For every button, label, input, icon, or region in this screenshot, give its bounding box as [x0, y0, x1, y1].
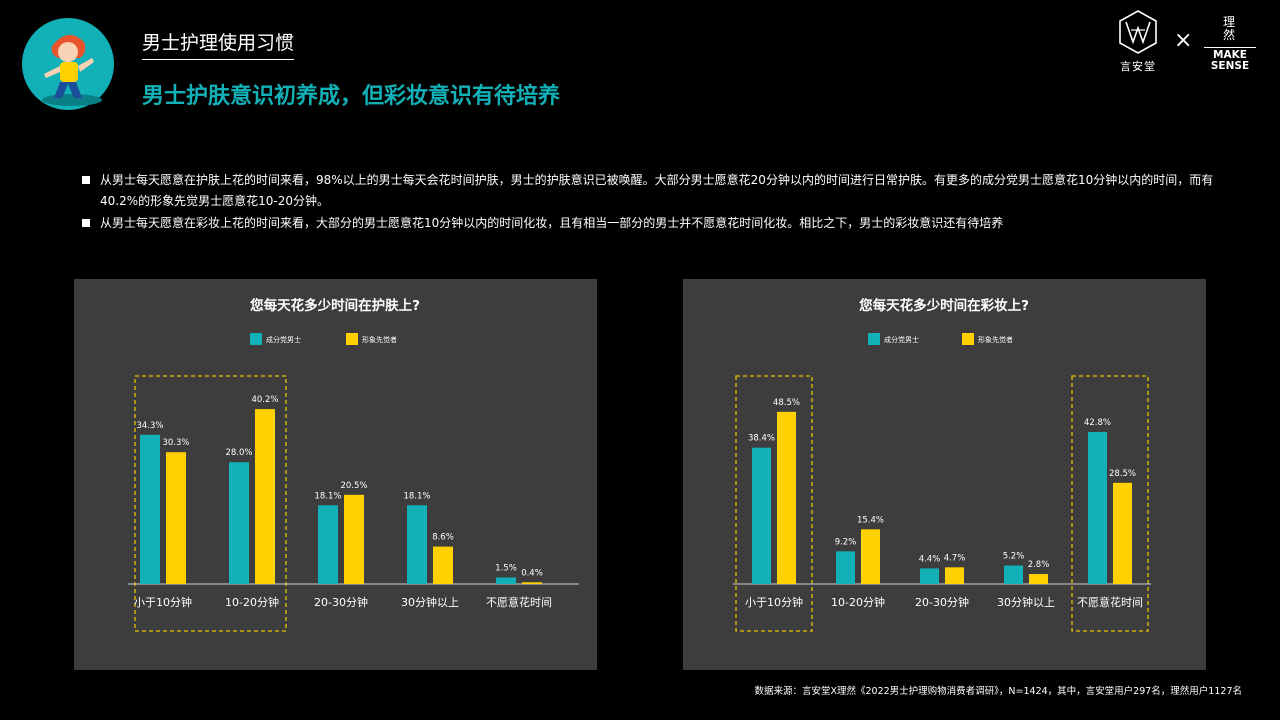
right-brand-en: MAKE SENSE: [1204, 50, 1256, 72]
right-brand-cn-line2: 然: [1222, 28, 1235, 42]
bar-series1: [836, 551, 855, 584]
bullet-item: 从男士每天愿意在护肤上花的时间来看，98%以上的男士每天会花时间护肤，男士的护肤…: [82, 170, 1222, 212]
data-label: 4.7%: [944, 553, 966, 563]
x-tick-label: 20-30分钟: [314, 595, 368, 609]
x-tick-label: 10-20分钟: [831, 595, 885, 609]
bar-series2: [945, 567, 964, 584]
data-label: 28.5%: [1109, 469, 1136, 479]
bar-series2: [166, 452, 186, 584]
data-label: 18.1%: [403, 491, 430, 501]
bullet-square-icon: [82, 219, 90, 227]
right-brand-en-line2: SENSE: [1210, 60, 1250, 72]
data-label: 18.1%: [314, 491, 341, 501]
data-label: 40.2%: [251, 395, 278, 405]
x-tick-label: 不愿意花时间: [486, 595, 552, 609]
bar-series1: [229, 462, 249, 584]
left-brand-name: 言安堂: [1120, 60, 1156, 73]
chart-title: 您每天花多少时间在彩妆上?: [859, 297, 1029, 314]
data-label: 30.3%: [162, 438, 189, 448]
x-tick-label: 小于10分钟: [134, 595, 192, 609]
data-label: 42.8%: [1084, 418, 1111, 428]
data-label: 0.4%: [521, 568, 543, 578]
legend-label: 成分党男士: [884, 335, 919, 344]
logo-divider: [1204, 47, 1256, 48]
partner-logos: 言安堂 × 理 然 MAKE SENSE: [1112, 10, 1262, 74]
right-brand-cn-line1: 理: [1222, 15, 1235, 29]
bar-series1: [140, 434, 160, 584]
bullet-text: 从男士每天愿意在彩妆上花的时间来看，大部分的男士愿意花10分钟以内的时间化妆，且…: [100, 216, 1004, 230]
bullet-list: 从男士每天愿意在护肤上花的时间来看，98%以上的男士每天会花时间护肤，男士的护肤…: [82, 170, 1222, 235]
bar-series1: [496, 577, 516, 584]
data-source-footnote: 数据来源：言安堂X理然《2022男士护理购物消费者调研》，N=1424，其中，言…: [754, 686, 1243, 697]
x-tick-label: 10-20分钟: [225, 595, 279, 609]
bar-series2: [1029, 574, 1048, 584]
data-label: 4.4%: [919, 554, 941, 564]
bar-series2: [777, 411, 796, 584]
data-label: 1.5%: [495, 563, 517, 573]
x-tick-label: 20-30分钟: [915, 595, 969, 609]
highlight-box: [735, 375, 813, 632]
legend-label: 形象先觉者: [978, 335, 1013, 344]
right-brand-en-line1: MAKE: [1213, 49, 1247, 61]
data-label: 8.6%: [432, 533, 454, 543]
bar-series1: [1004, 565, 1023, 584]
data-label: 5.2%: [1003, 552, 1025, 562]
legend-swatch: [868, 333, 880, 345]
legend-label: 成分党男士: [266, 335, 301, 344]
legend-swatch: [346, 333, 358, 345]
skincare-chart-panel: 您每天花多少时间在护肤上? 成分党男士 形象先觉者 34.3% 30.3% 小于10分钟 2…: [74, 279, 597, 670]
bar-series2: [344, 494, 364, 584]
chart-title: 您每天花多少时间在护肤上?: [250, 297, 420, 314]
yananhtang-logo-icon: [1119, 10, 1157, 54]
bullet-text: 从男士每天愿意在护肤上花的时间来看，98%以上的男士每天会花时间护肤，男士的护肤…: [100, 173, 1214, 208]
bar-series2: [861, 529, 880, 584]
makeup-time-chart: 您每天花多少时间在彩妆上? 成分党男士 形象先觉者 38.4% 48.5% 小于10分钟 9…: [733, 297, 1151, 632]
makeup-chart-panel: 您每天花多少时间在彩妆上? 成分党男士 形象先觉者 38.4% 48.5% 小于10分钟 9…: [683, 279, 1206, 670]
bar-series1: [752, 447, 771, 584]
bar-series1: [407, 505, 427, 584]
bar-series2: [433, 546, 453, 584]
x-tick-label: 小于10分钟: [745, 595, 803, 609]
cross-icon: ×: [1174, 28, 1193, 53]
x-tick-label: 30分钟以上: [401, 595, 459, 609]
section-title: 男士护理使用习惯: [142, 28, 295, 60]
bullet-square-icon: [82, 176, 90, 184]
right-brand-cn: 理 然: [1206, 16, 1252, 42]
legend-swatch: [962, 333, 974, 345]
data-label: 2.8%: [1028, 560, 1050, 570]
highlight-box: [1071, 375, 1149, 632]
data-label: 20.5%: [340, 481, 367, 491]
x-tick-label: 不愿意花时间: [1077, 595, 1143, 609]
page-headline: 男士护肤意识初养成，但彩妆意识有待培养: [142, 84, 561, 109]
data-label: 9.2%: [835, 537, 857, 547]
bar-series2: [522, 582, 542, 584]
data-label: 48.5%: [773, 398, 800, 408]
bar-series1: [1088, 432, 1107, 584]
legend-swatch: [250, 333, 262, 345]
bar-series1: [920, 568, 939, 584]
data-label: 38.4%: [748, 434, 775, 444]
avatar: [22, 18, 114, 110]
bar-series2: [255, 409, 275, 584]
bullet-item: 从男士每天愿意在彩妆上花的时间来看，大部分的男士愿意花10分钟以内的时间化妆，且…: [82, 213, 1222, 234]
data-label: 15.4%: [857, 515, 884, 525]
bar-series2: [1113, 482, 1132, 584]
bar-series1: [318, 505, 338, 584]
data-label: 28.0%: [225, 448, 252, 458]
skincare-time-chart: 您每天花多少时间在护肤上? 成分党男士 形象先觉者 34.3% 30.3% 小于10分钟 2…: [128, 297, 579, 632]
data-label: 34.3%: [136, 421, 163, 431]
x-tick-label: 30分钟以上: [997, 595, 1055, 609]
legend-label: 形象先觉者: [362, 335, 397, 344]
